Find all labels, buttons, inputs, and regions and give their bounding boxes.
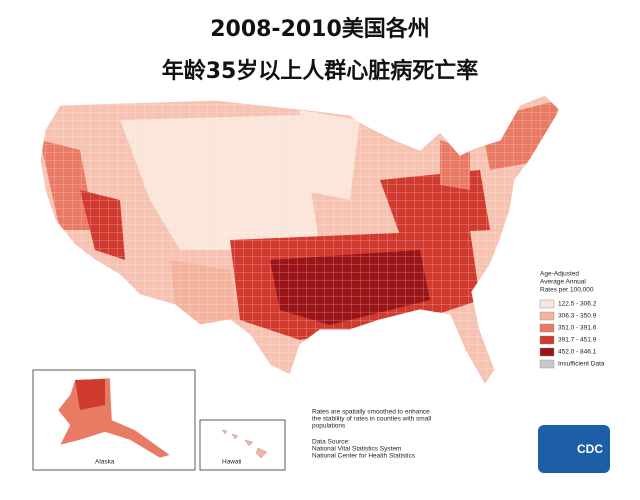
legend-label: 351.0 - 391.6 bbox=[558, 325, 597, 332]
source-line: National Center for Health Statistics bbox=[312, 453, 416, 460]
hawaii-label: Hawaii bbox=[222, 459, 242, 466]
hawaii-shape bbox=[221, 429, 268, 459]
source-line: National Vital Statistics System bbox=[312, 446, 401, 453]
legend-title: Rates per 100,000 bbox=[540, 287, 594, 294]
legend-label: 122.5 - 306.2 bbox=[558, 301, 597, 308]
note-line: Rates are spatially smoothed to enhance bbox=[312, 409, 430, 416]
legend-label: Insufficient Data bbox=[558, 361, 605, 368]
legend-title: Age-Adjusted bbox=[540, 271, 579, 278]
legend-swatch bbox=[539, 311, 555, 321]
legend-swatch bbox=[539, 335, 555, 345]
legend-swatch bbox=[539, 359, 555, 369]
legend-swatch bbox=[539, 347, 555, 357]
alaska-region bbox=[75, 379, 105, 410]
note: Rates are spatially smoothed to enhancet… bbox=[312, 409, 432, 430]
legend-title: Average Annual bbox=[540, 279, 586, 286]
legend-label: 452.0 - 846.1 bbox=[558, 349, 597, 356]
title-line-2: 年龄35岁以上人群心脏病死亡率 bbox=[162, 58, 479, 84]
cdc-logo bbox=[538, 425, 610, 473]
source-line: Data Source: bbox=[312, 439, 350, 446]
cdc-logo-text: CDC bbox=[577, 442, 603, 456]
alaska-box bbox=[32, 369, 196, 471]
title-line-1: 2008-2010美国各州 bbox=[210, 16, 430, 42]
note-line: the stability of rates in counties with … bbox=[312, 416, 432, 423]
legend-swatch bbox=[539, 299, 555, 309]
legend-label: 306.3 - 350.9 bbox=[558, 313, 597, 320]
legend-swatch bbox=[539, 323, 555, 333]
note-line: populations bbox=[312, 423, 346, 430]
data-source: Data Source:National Vital Statistics Sy… bbox=[312, 439, 416, 460]
legend-label: 391.7 - 451.9 bbox=[558, 337, 597, 344]
alaska-label: Alaska bbox=[95, 459, 115, 466]
hawaii-box bbox=[199, 419, 286, 471]
